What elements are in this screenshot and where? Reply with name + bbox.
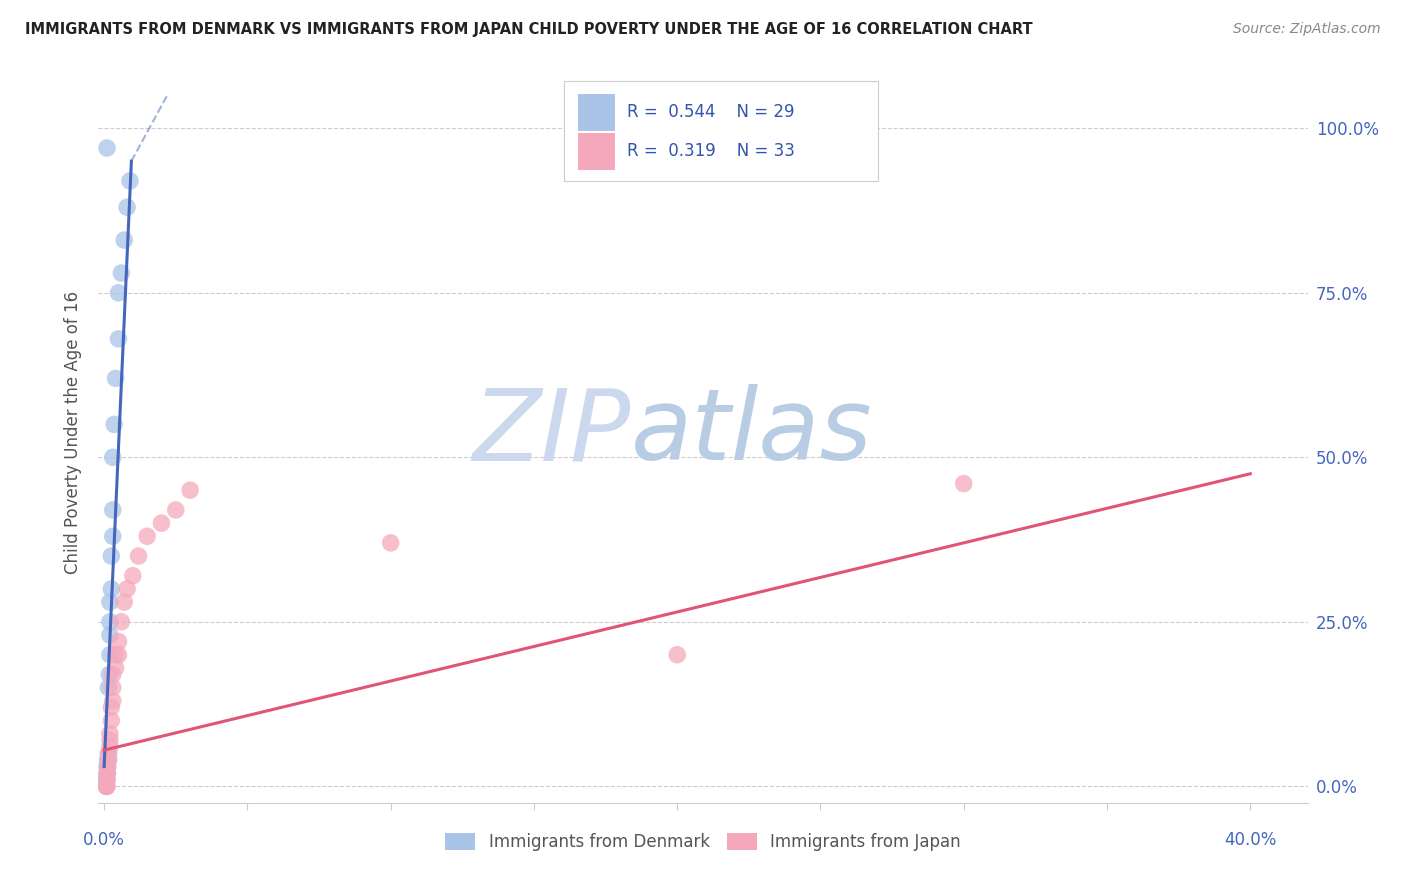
Point xyxy=(128,549,150,563)
Point xyxy=(110,266,132,280)
Point xyxy=(98,667,121,681)
Point xyxy=(96,766,118,780)
Point xyxy=(98,648,121,662)
Point xyxy=(98,739,121,754)
Point xyxy=(98,595,121,609)
Point xyxy=(666,648,689,662)
Point xyxy=(96,766,118,780)
Point xyxy=(103,417,125,432)
Text: Source: ZipAtlas.com: Source: ZipAtlas.com xyxy=(1233,22,1381,37)
Point xyxy=(118,174,141,188)
Point xyxy=(101,667,124,681)
Point xyxy=(101,529,124,543)
Point xyxy=(100,582,122,596)
Text: IMMIGRANTS FROM DENMARK VS IMMIGRANTS FROM JAPAN CHILD POVERTY UNDER THE AGE OF : IMMIGRANTS FROM DENMARK VS IMMIGRANTS FR… xyxy=(25,22,1033,37)
Point xyxy=(101,503,124,517)
Point xyxy=(112,595,135,609)
Point xyxy=(98,727,121,741)
Point xyxy=(98,733,121,747)
Y-axis label: Child Poverty Under the Age of 16: Child Poverty Under the Age of 16 xyxy=(63,291,82,574)
Point xyxy=(97,747,120,761)
Point xyxy=(96,772,118,787)
Point xyxy=(96,759,118,773)
Bar xyxy=(578,133,614,169)
Point xyxy=(97,753,120,767)
Point xyxy=(107,332,129,346)
Point xyxy=(100,714,122,728)
Point xyxy=(98,615,121,629)
Point xyxy=(97,766,120,780)
Point xyxy=(96,141,118,155)
Point xyxy=(96,780,118,794)
Point xyxy=(97,681,120,695)
Point xyxy=(96,780,118,794)
Point xyxy=(165,503,187,517)
Point xyxy=(97,747,120,761)
Point xyxy=(96,772,118,787)
Text: 0.0%: 0.0% xyxy=(83,831,125,849)
Point xyxy=(101,694,124,708)
Point xyxy=(101,450,124,465)
Point xyxy=(150,516,173,530)
Point xyxy=(107,648,129,662)
Point xyxy=(100,700,122,714)
Legend: Immigrants from Denmark, Immigrants from Japan: Immigrants from Denmark, Immigrants from… xyxy=(439,826,967,857)
Point xyxy=(97,759,120,773)
Point xyxy=(96,780,118,794)
Text: 40.0%: 40.0% xyxy=(1225,831,1277,849)
Text: R =  0.319    N = 33: R = 0.319 N = 33 xyxy=(627,143,794,161)
Point xyxy=(97,753,120,767)
Point xyxy=(101,681,124,695)
Point xyxy=(179,483,201,498)
Point xyxy=(115,582,138,596)
FancyBboxPatch shape xyxy=(564,81,879,181)
Point xyxy=(97,759,120,773)
Point xyxy=(952,476,974,491)
Point xyxy=(98,628,121,642)
Point xyxy=(96,772,118,787)
Point xyxy=(96,780,118,794)
Point xyxy=(107,634,129,648)
Point xyxy=(115,200,138,214)
Point xyxy=(112,233,135,247)
Point xyxy=(104,661,127,675)
Text: ZIP: ZIP xyxy=(472,384,630,481)
Point xyxy=(104,648,127,662)
Point xyxy=(121,568,143,582)
Point xyxy=(100,549,122,563)
Point xyxy=(110,615,132,629)
Bar xyxy=(578,94,614,130)
Text: atlas: atlas xyxy=(630,384,872,481)
Point xyxy=(107,285,129,300)
Point xyxy=(136,529,159,543)
Point xyxy=(97,753,120,767)
Point xyxy=(104,371,127,385)
Point xyxy=(380,536,402,550)
Text: R =  0.544    N = 29: R = 0.544 N = 29 xyxy=(627,103,794,121)
